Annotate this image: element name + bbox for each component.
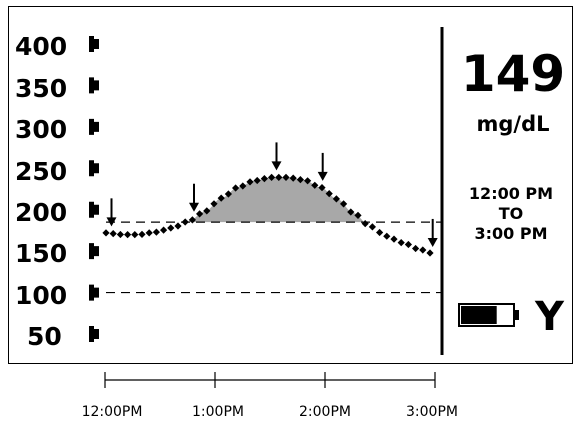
range-end: 3:00 PM [474,224,547,243]
event-arrow-icon [189,183,199,212]
glucose-point [181,218,189,226]
glucose-point [412,244,420,253]
glucose-point [404,240,412,249]
time-axis: 12:00PM 1:00PM 2:00PM 3:00PM [82,372,458,420]
time-label: 3:00PM [406,404,458,420]
glucose-point [311,181,319,189]
y-tick-marker [89,201,99,218]
y-tick-label: 100 [15,281,67,310]
glucose-point [426,249,434,257]
range-to: TO [499,204,524,223]
battery-icon [458,303,519,327]
y-tick-label: 300 [15,115,67,144]
glucose-point [174,222,182,230]
glucose-point [354,211,362,219]
glucose-point [332,195,340,203]
glucose-point [383,232,391,240]
y-tick-markers [89,36,99,342]
y-tick-marker [89,118,99,135]
glucose-point [102,229,110,237]
glucose-point [224,190,232,198]
glucose-point [196,210,204,218]
y-axis: 400 350 300 250 200 150 100 50 [15,32,67,351]
glucose-point [253,176,261,185]
glucose-point [397,239,405,247]
y-tick-marker [89,77,99,94]
event-arrow-head [271,161,282,171]
glucose-point [347,208,355,216]
glucose-value: 149 [461,45,565,103]
glucose-point [419,246,427,254]
glucose-point [145,229,153,237]
channel-indicator: Y [534,294,565,340]
y-tick-label: 150 [15,239,67,268]
range-start: 12:00 PM [469,184,553,203]
glucose-point [325,190,333,198]
glucose-point [167,224,175,232]
glucose-point [239,182,247,190]
time-label: 2:00PM [299,404,351,420]
y-tick-label: 50 [27,322,62,351]
time-axis-line [104,372,436,388]
glucose-point [109,230,117,238]
glucose-point [131,231,139,239]
glucose-point [210,200,218,208]
glucose-monitor-screen: 400 350 300 250 200 150 100 50 149 mg/dL… [8,6,573,364]
glucose-point [268,173,276,181]
glucose-point [304,177,312,185]
glucose-point [282,173,290,181]
y-tick-marker [89,243,99,260]
y-tick-label: 250 [15,157,67,186]
y-tick-marker [89,36,99,52]
event-arrow-icon [271,142,282,171]
glucose-point [289,174,297,182]
glucose-point [318,184,326,192]
glucose-point [368,223,376,231]
y-tick-label: 200 [15,198,67,227]
y-tick-marker [89,160,99,177]
glucose-point [275,173,283,181]
time-label: 1:00PM [192,404,244,420]
glucose-point [116,230,124,239]
glucose-point [361,220,369,228]
glucose-point [340,200,348,208]
glucose-point [217,194,225,202]
glucose-point [188,216,196,224]
glucose-unit: mg/dL [477,112,550,136]
event-arrow-head [317,171,328,181]
trend-graph: 400 350 300 250 200 150 100 50 149 mg/dL… [15,27,565,355]
glucose-point [124,231,132,239]
glucose-point [160,226,168,234]
glucose-point [203,207,211,215]
event-arrow-head [427,237,438,247]
glucose-point [232,184,240,192]
glucose-point [296,176,304,184]
event-arrow-head [189,202,199,212]
event-arrow-icon [317,152,328,181]
y-tick-marker [89,284,99,301]
y-tick-label: 400 [15,32,67,61]
y-tick-label: 350 [15,74,67,103]
event-arrow-head [106,217,117,227]
time-label: 12:00PM [82,404,143,420]
event-arrow-icon [106,198,117,227]
glucose-point [376,228,384,237]
event-arrow-icon [427,218,438,247]
glucose-point [138,230,146,238]
glucose-point [152,228,160,236]
y-tick-marker [89,326,99,342]
glucose-point [246,178,254,186]
plot-area [102,142,442,294]
glucose-point [390,235,398,243]
